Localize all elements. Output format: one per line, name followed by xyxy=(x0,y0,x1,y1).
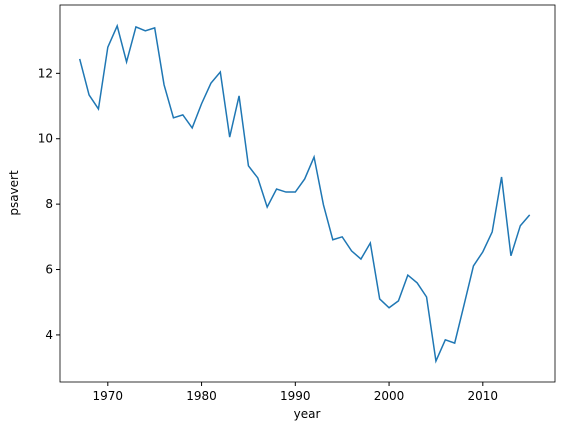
x-tick-label: 1970 xyxy=(93,389,124,403)
y-tick-label: 12 xyxy=(38,66,53,80)
x-axis-label: year xyxy=(294,407,321,421)
x-tick-label: 1980 xyxy=(186,389,217,403)
y-tick-label: 8 xyxy=(45,197,53,211)
line-series xyxy=(78,23,531,364)
y-tick-label: 10 xyxy=(38,132,53,146)
x-tick-label: 2010 xyxy=(468,389,499,403)
y-tick-label: 6 xyxy=(45,263,53,277)
x-tick-label: 2000 xyxy=(374,389,405,403)
x-tick-label: 1990 xyxy=(280,389,311,403)
y-axis-label: psavert xyxy=(7,170,21,216)
y-tick-label: 4 xyxy=(45,328,53,342)
plot-frame xyxy=(59,4,556,383)
